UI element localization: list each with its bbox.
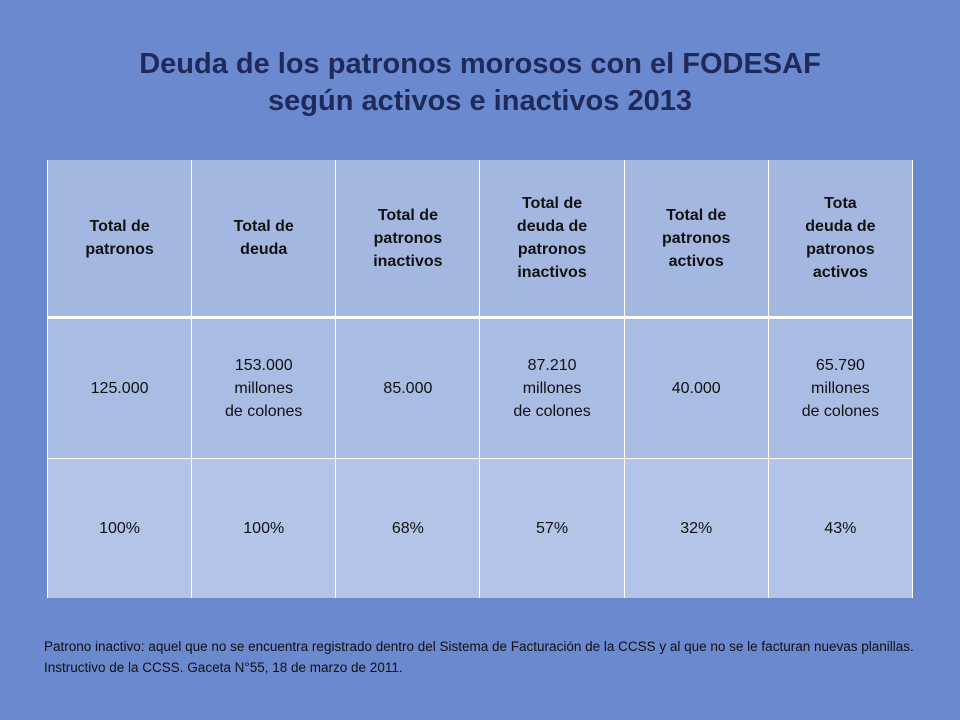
cell-line: activos: [812, 264, 868, 281]
cell-line: 85.000: [383, 380, 433, 397]
table-cell: 57%: [479, 458, 625, 598]
footnote: Patrono inactivo: aquel que no se encuen…: [44, 639, 914, 675]
table-cell: 43%: [767, 458, 914, 598]
cell-line: 40.000: [671, 380, 721, 397]
header-cell: Tota deuda de patronos activos: [767, 160, 914, 319]
cell-line: 153.000: [234, 357, 293, 374]
table-cell: 87.210 millones de colones: [479, 317, 625, 459]
title-line-1: Deuda de los patronos morosos con el FOD…: [139, 48, 821, 80]
cell-line: deuda de: [516, 218, 588, 235]
cell-line: millones: [811, 380, 870, 397]
cell-line: patronos: [806, 241, 875, 258]
cell-line: 100%: [243, 520, 285, 537]
table-row: 125.000 153.000 millones de colones 85.000…: [46, 317, 914, 459]
debt-table: Total de patronos Total de deuda Total de p…: [46, 160, 914, 598]
table-cell: 125.000: [46, 317, 193, 459]
cell-line: patronos: [373, 229, 443, 247]
table-cell: 100%: [46, 458, 193, 598]
cell-line: de colones: [801, 403, 880, 420]
cell-line: millones: [234, 380, 294, 397]
cell-line: patronos: [517, 241, 587, 258]
slide-title: Deuda de los patronos morosos con el FOD…: [0, 46, 960, 120]
cell-line: 100%: [99, 520, 141, 537]
cell-line: inactivos: [373, 252, 443, 270]
table-cell: 100%: [191, 458, 337, 598]
header-cell: Total de patronos: [46, 160, 193, 319]
cell-line: de colones: [513, 403, 591, 420]
cell-line: 65.790: [815, 357, 865, 374]
header-cell: Total de deuda de patronos inactivos: [479, 160, 625, 319]
table-header-row: Total de patronos Total de deuda Total de p…: [46, 160, 914, 319]
cell-line: de colones: [225, 403, 303, 420]
table-cell: 32%: [623, 458, 769, 598]
cell-line: Total de: [666, 206, 727, 224]
cell-line: patronos: [85, 241, 154, 258]
cell-line: 125.000: [90, 380, 149, 397]
cell-line: Total de: [89, 218, 150, 235]
cell-line: 32%: [680, 520, 713, 537]
table-cell: 65.790 millones de colones: [767, 317, 914, 459]
header-cell: Total de deuda: [191, 160, 337, 319]
cell-line: Total de: [233, 218, 294, 235]
table-cell: 68%: [335, 458, 481, 598]
table-row: 100% 100% 68% 57% 32% 43%: [46, 458, 914, 598]
cell-line: 68%: [391, 520, 424, 537]
table-cell: 40.000: [623, 317, 769, 459]
table-cell: 153.000 millones de colones: [191, 317, 337, 459]
cell-line: activos: [668, 252, 724, 270]
header-cell: Total de patronos activos: [623, 160, 769, 319]
header-cell: Total de patronos inactivos: [335, 160, 481, 319]
cell-line: Tota: [824, 195, 857, 212]
cell-line: 57%: [536, 520, 569, 537]
cell-line: deuda: [240, 241, 288, 258]
cell-line: Total de: [521, 195, 583, 212]
cell-line: inactivos: [517, 264, 587, 281]
cell-line: 87.210: [527, 357, 577, 374]
cell-line: deuda de: [805, 218, 876, 235]
title-line-2: según activos e inactivos 2013: [268, 85, 692, 117]
cell-line: Total de: [377, 206, 438, 224]
cell-line: 43%: [824, 520, 857, 537]
table-cell: 85.000: [335, 317, 481, 459]
cell-line: patronos: [661, 229, 731, 247]
cell-line: millones: [522, 380, 582, 397]
